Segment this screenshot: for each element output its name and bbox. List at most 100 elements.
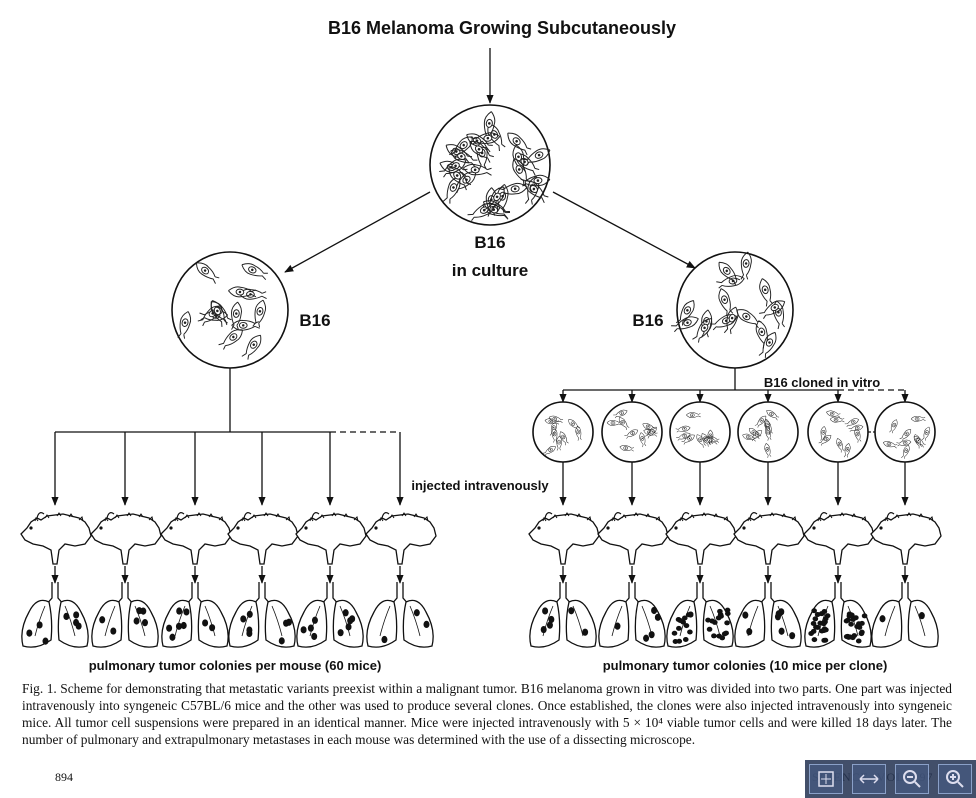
nucleolus — [856, 427, 858, 429]
cell — [556, 435, 562, 451]
cell-body — [241, 263, 268, 281]
nucleolus — [549, 449, 552, 451]
mouse-body — [733, 513, 805, 565]
bronchi — [884, 605, 926, 637]
lung-left — [529, 599, 561, 648]
cell — [448, 166, 472, 191]
tumor-colony — [311, 632, 318, 641]
nucleolus — [708, 439, 711, 441]
cell-body — [556, 435, 562, 451]
cell — [484, 186, 505, 213]
nucleolus — [767, 431, 769, 433]
tumor-colony — [814, 624, 821, 630]
lungs — [598, 582, 666, 648]
bronchi — [241, 605, 283, 637]
nucleolus — [241, 324, 245, 327]
nucleolus — [691, 414, 693, 416]
cell — [676, 432, 691, 441]
cell-body — [913, 436, 926, 448]
bronchi — [174, 605, 216, 637]
fit-button[interactable] — [809, 764, 844, 794]
cell — [764, 425, 772, 441]
cell — [759, 278, 774, 307]
cell-body — [829, 416, 845, 423]
tumor-colony — [687, 611, 694, 617]
mouse-fur — [611, 512, 661, 522]
tumor-colony — [676, 625, 682, 631]
nucleolus — [252, 343, 256, 346]
tumor-colony — [724, 620, 730, 626]
cell — [231, 301, 242, 330]
tumor-colony — [542, 607, 549, 615]
nucleolus — [232, 335, 235, 339]
cell — [218, 329, 244, 350]
nucleolus — [822, 431, 825, 433]
cell-body — [549, 421, 557, 436]
cell — [549, 421, 557, 436]
cell-body — [759, 300, 786, 319]
nucleolus — [454, 164, 457, 168]
nucleolus — [763, 288, 767, 292]
nucleolus — [917, 439, 920, 442]
figure-title: B16 Melanoma Growing Subcutaneously — [328, 18, 676, 38]
tumor-colony — [718, 613, 724, 619]
tumor-colony — [853, 615, 859, 621]
tumor-colony — [843, 634, 850, 640]
cell — [442, 176, 461, 204]
nucleolus — [482, 208, 486, 212]
tumor-colony — [140, 607, 147, 615]
cell — [723, 306, 739, 335]
mouse-eye — [304, 526, 308, 530]
tumor-colony — [746, 628, 753, 636]
mouse — [870, 512, 942, 565]
tumor-colony — [858, 631, 865, 637]
tumor-colony — [176, 607, 183, 615]
cell — [718, 261, 741, 286]
tumor-colony — [848, 621, 854, 627]
nucleolus — [473, 168, 477, 172]
label: pulmonary tumor colonies per mouse (60 m… — [89, 658, 382, 673]
tumor-colony — [687, 629, 693, 635]
tumor-colony — [845, 617, 851, 623]
nucleolus — [625, 447, 627, 449]
nucleolus — [904, 442, 906, 444]
nucleolus — [766, 448, 769, 450]
cell — [469, 140, 494, 163]
tumor-colony — [548, 615, 555, 624]
mouse-ear — [36, 512, 45, 519]
zoom-in-button[interactable] — [937, 764, 972, 794]
mouse-fur — [174, 512, 224, 522]
tumor-colony — [709, 618, 715, 624]
mouse-eye — [374, 526, 378, 530]
nucleolus — [641, 437, 643, 440]
tumor-colony — [778, 627, 785, 635]
zoom-out-button[interactable] — [894, 764, 929, 794]
nucleolus — [183, 321, 187, 324]
page-number: 894 — [55, 770, 73, 784]
cell — [642, 423, 657, 432]
nucleolus — [846, 448, 849, 450]
tumor-colony — [859, 620, 865, 626]
tumor-colony — [821, 628, 827, 634]
tumor-colony — [26, 629, 33, 637]
fit-width-button[interactable] — [852, 764, 887, 794]
tumor-colony — [99, 616, 106, 624]
tumor-colony — [582, 628, 589, 636]
tumor-colony — [648, 631, 655, 639]
tumor-colony — [278, 637, 285, 645]
tumor-colony — [311, 616, 318, 624]
mouse-ear — [381, 512, 390, 519]
nucleolus — [515, 139, 518, 143]
nucleolus — [452, 186, 455, 189]
cell-body — [177, 311, 192, 339]
label: injected intravenously — [411, 478, 549, 493]
mouse-fur — [379, 512, 429, 522]
nucleolus — [612, 422, 614, 424]
cell — [758, 331, 777, 358]
nucleolus — [704, 437, 706, 440]
mouse-ear — [544, 512, 553, 519]
tumor-colony — [342, 609, 349, 617]
nucleolus — [730, 316, 734, 320]
nucleolus — [688, 437, 691, 440]
lung-right — [402, 599, 434, 648]
